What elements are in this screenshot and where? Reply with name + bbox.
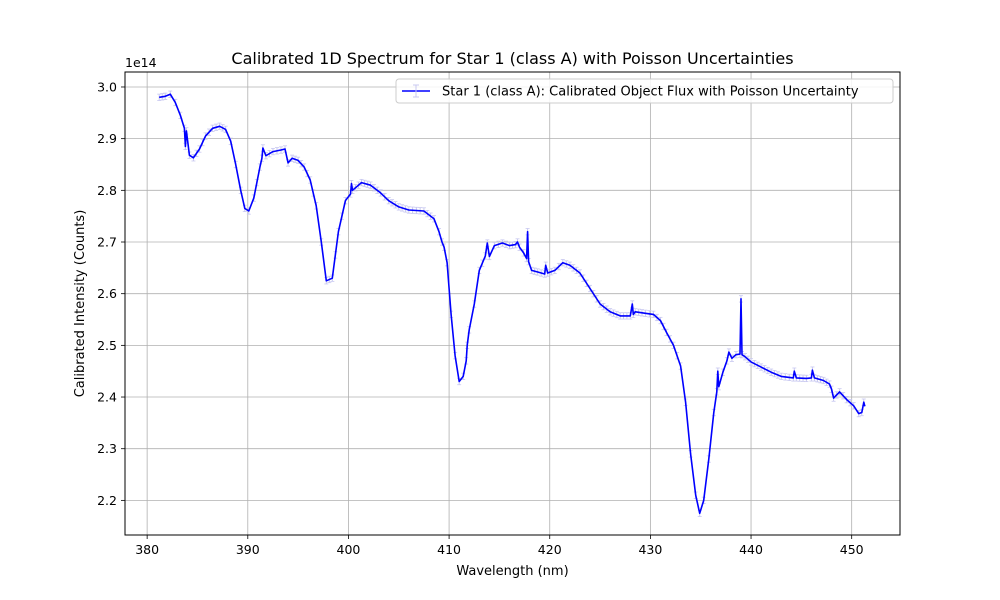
y-tick-label: 3.0 (97, 79, 117, 94)
y-tick-label: 2.2 (97, 493, 117, 508)
x-tick-label: 430 (638, 542, 662, 557)
y-tick-label: 2.7 (97, 235, 117, 250)
chart-title: Calibrated 1D Spectrum for Star 1 (class… (231, 49, 793, 68)
legend: Star 1 (class A): Calibrated Object Flux… (395, 78, 894, 104)
y-axis-offset-text: 1e14 (125, 55, 157, 70)
y-tick-label: 2.9 (97, 131, 117, 146)
y-tick-label: 2.4 (97, 390, 117, 405)
y-axis: 2.2 2.3 2.4 2.5 2.6 2.7 2.8 2.9 3.0 (97, 79, 125, 508)
y-tick-label: 2.3 (97, 441, 117, 456)
legend-box (395, 78, 894, 104)
x-tick-label: 400 (337, 542, 361, 557)
plot-frame (124, 71, 901, 536)
x-tick-label: 410 (437, 542, 461, 557)
grid-lines (125, 72, 900, 535)
y-tick-label: 2.6 (97, 286, 117, 301)
x-tick-label: 390 (236, 542, 260, 557)
legend-entry-label: Star 1 (class A): Calibrated Object Flux… (442, 85, 859, 100)
x-tick-label: 440 (739, 542, 763, 557)
error-bars (157, 90, 866, 517)
series-layer (159, 93, 866, 515)
x-axis: 380 390 400 410 420 430 440 450 (135, 535, 864, 557)
x-axis-label: Wavelength (nm) (456, 564, 568, 579)
series-line (159, 93, 866, 515)
y-axis-label: Calibrated Intensity (Counts) (73, 210, 88, 398)
x-tick-label: 380 (135, 542, 159, 557)
x-tick-label: 450 (840, 542, 864, 557)
y-tick-label: 2.5 (97, 338, 117, 353)
x-tick-label: 420 (538, 542, 562, 557)
y-tick-label: 2.8 (97, 183, 117, 198)
